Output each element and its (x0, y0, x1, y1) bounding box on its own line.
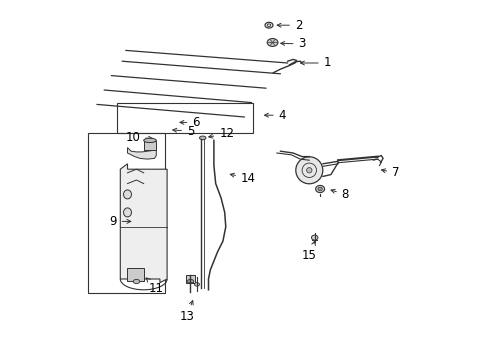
Text: 1: 1 (300, 57, 330, 69)
Polygon shape (127, 148, 156, 159)
Bar (88, 133, 165, 293)
Ellipse shape (295, 157, 322, 184)
Text: 14: 14 (230, 172, 255, 185)
Text: 12: 12 (208, 127, 234, 140)
Ellipse shape (143, 138, 156, 143)
Ellipse shape (199, 136, 205, 140)
Bar (186, 275, 194, 283)
Ellipse shape (133, 279, 140, 284)
Text: 13: 13 (179, 301, 194, 323)
Bar (127, 268, 143, 281)
Text: 2: 2 (277, 19, 302, 32)
Polygon shape (143, 141, 156, 150)
Text: 5: 5 (172, 125, 194, 138)
Ellipse shape (311, 235, 317, 240)
Text: 9: 9 (109, 215, 131, 228)
Text: 4: 4 (264, 109, 285, 122)
Ellipse shape (317, 187, 322, 191)
Ellipse shape (315, 185, 324, 193)
Polygon shape (120, 164, 167, 283)
Text: 11: 11 (146, 278, 164, 294)
Text: 6: 6 (180, 116, 200, 129)
Ellipse shape (266, 39, 277, 46)
Text: 15: 15 (301, 241, 316, 262)
Ellipse shape (123, 208, 131, 217)
Text: 10: 10 (125, 131, 152, 144)
Ellipse shape (123, 190, 131, 199)
Ellipse shape (187, 279, 193, 284)
Text: 8: 8 (330, 188, 348, 201)
Ellipse shape (306, 168, 311, 173)
Text: 7: 7 (381, 166, 399, 179)
Bar (117, 103, 253, 133)
Ellipse shape (194, 283, 199, 286)
Text: 3: 3 (280, 37, 305, 50)
